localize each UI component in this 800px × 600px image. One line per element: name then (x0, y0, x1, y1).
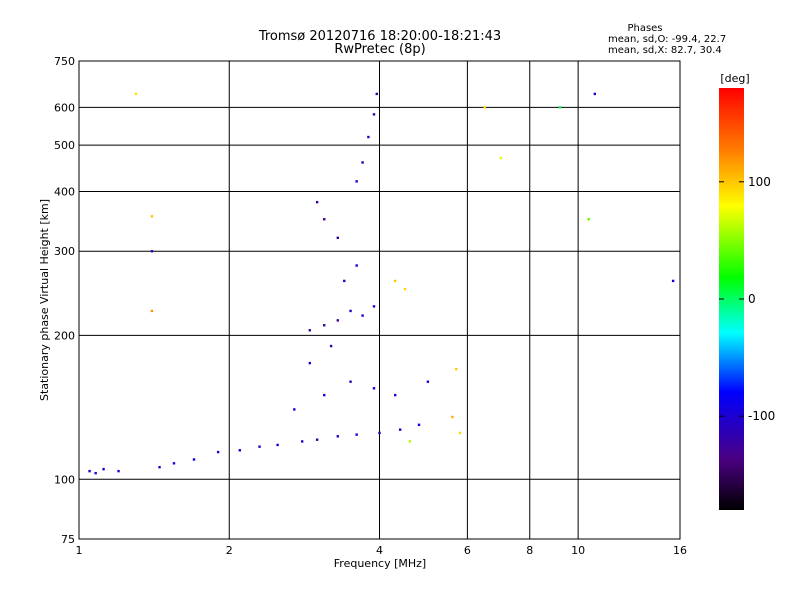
x-tick-label: 2 (226, 544, 233, 557)
y-tick-label: 200 (54, 329, 75, 342)
colorbar-tick-label: -100 (748, 409, 775, 423)
data-point (336, 435, 340, 438)
data-point (94, 471, 97, 475)
data-point (150, 309, 154, 313)
x-tick-label: 8 (526, 544, 533, 557)
data-point (593, 92, 597, 96)
data-point (455, 367, 458, 371)
x-tick-label: 10 (571, 544, 585, 557)
data-point (192, 458, 196, 461)
x-axis-label: Frequency [MHz] (334, 557, 426, 570)
data-point (587, 218, 590, 221)
data-point (293, 408, 296, 411)
y-axis-label: Stationary phase Virtual Height [km] (38, 199, 51, 401)
data-point (323, 218, 326, 221)
data-point (393, 279, 397, 283)
colorbar-label: [deg] (720, 72, 749, 85)
data-point (102, 467, 105, 471)
data-point (158, 465, 161, 469)
data-point (329, 344, 333, 348)
scatter-points (88, 92, 675, 475)
chart-subtitle: RwPretec (8p) (334, 42, 425, 57)
y-tick-label: 75 (61, 533, 75, 546)
data-point (308, 329, 311, 332)
data-point (343, 279, 346, 283)
colorbar-ticks: 100 0 -100 (719, 175, 775, 423)
x-tick-label: 4 (376, 544, 383, 557)
x-tick-label: 1 (76, 544, 83, 557)
data-point (134, 92, 138, 96)
data-point (323, 324, 326, 327)
colorbar-tick-label: 0 (748, 292, 756, 306)
data-point (403, 287, 407, 291)
x-tick-label: 16 (673, 544, 687, 557)
data-point (315, 438, 319, 441)
data-point (426, 380, 430, 383)
plot-grid (79, 61, 680, 539)
data-point (355, 433, 358, 436)
data-point (349, 309, 352, 313)
data-point (336, 319, 340, 322)
data-point (88, 469, 91, 473)
data-point (361, 161, 364, 164)
y-tick-label: 400 (54, 185, 75, 198)
data-point (308, 361, 311, 365)
data-point (238, 449, 242, 452)
data-point (276, 443, 279, 447)
data-point (150, 215, 154, 218)
data-point (408, 440, 411, 443)
data-point (483, 106, 486, 109)
stats-heading: Phases (627, 23, 662, 34)
y-tick-labels: 75 100 200 300 400 500 600 750 (54, 55, 75, 546)
data-point (372, 305, 376, 308)
data-point (375, 92, 378, 96)
data-point (323, 393, 326, 397)
data-point (355, 264, 358, 267)
chart-title: Tromsø 20120716 18:20:00-18:21:43 (258, 29, 501, 44)
stats-o-mode: mean, sd,O: -99.4, 22.7 (608, 34, 726, 45)
data-point (458, 431, 462, 435)
data-point (671, 279, 675, 283)
data-point (355, 180, 358, 183)
y-tick-label: 500 (54, 139, 75, 152)
data-point (117, 469, 120, 473)
data-point (398, 428, 402, 431)
y-tick-label: 300 (54, 245, 75, 258)
stats-x-mode: mean, sd,X: 82.7, 30.4 (608, 45, 722, 56)
data-point (372, 113, 376, 116)
data-point (417, 423, 421, 427)
x-tick-label: 6 (464, 544, 471, 557)
y-tick-label: 750 (54, 55, 75, 68)
data-point (216, 450, 220, 454)
x-tick-labels: 1 2 4 6 8 10 16 (76, 544, 688, 557)
data-point (336, 236, 340, 240)
colorbar-tick-label: 100 (748, 175, 771, 189)
data-point (300, 440, 304, 443)
data-point (258, 445, 261, 448)
data-point (499, 156, 503, 160)
data-point (378, 431, 381, 435)
y-tick-label: 600 (54, 101, 75, 114)
data-point (558, 106, 562, 109)
data-point (315, 200, 319, 204)
data-point (367, 135, 370, 139)
data-point (372, 387, 376, 390)
data-point (361, 314, 364, 317)
y-tick-label: 100 (54, 473, 75, 486)
data-point (172, 462, 176, 465)
data-point (451, 415, 454, 419)
data-point (393, 393, 397, 397)
data-point (150, 250, 154, 253)
data-point (349, 380, 352, 383)
